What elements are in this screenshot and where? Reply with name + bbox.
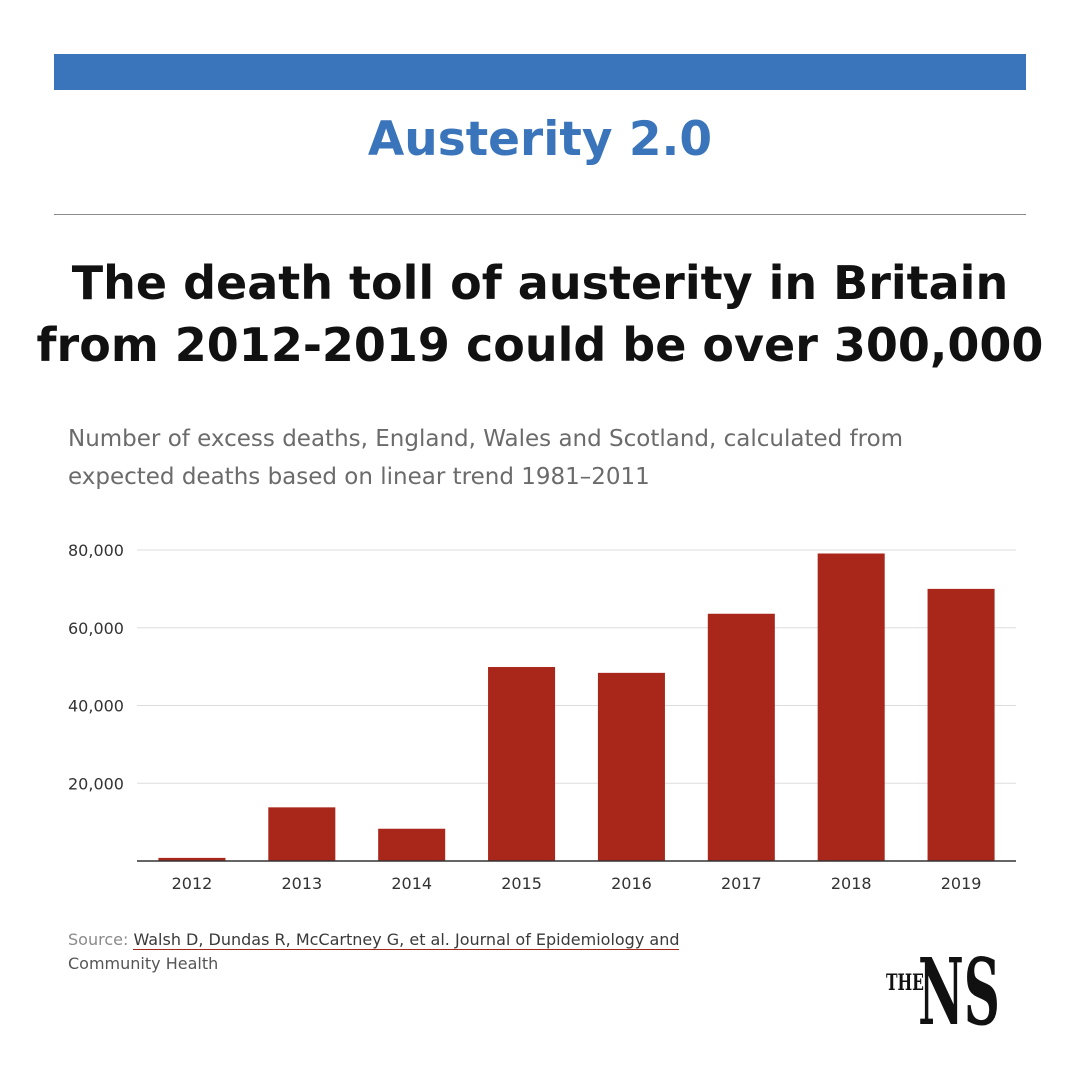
- chart-subtitle-line-2: expected deaths based on linear trend 19…: [68, 464, 650, 490]
- headline-line-2: from 2012-2019 could be over 300,000: [36, 318, 1044, 372]
- bars: [158, 553, 995, 861]
- source-citation-link[interactable]: Walsh D, Dundas R, McCartney G, et al. J…: [133, 930, 680, 950]
- bar-2019: [927, 588, 995, 861]
- new-statesman-logo: THE NS: [886, 938, 1000, 1034]
- bar-2012: [158, 857, 226, 861]
- y-tick-label: 20,000: [68, 774, 124, 793]
- x-tick-label: 2012: [172, 874, 213, 893]
- source-note: Source: Walsh D, Dundas R, McCartney G, …: [68, 928, 828, 976]
- x-tick-label: 2018: [831, 874, 872, 893]
- source-label: Source:: [68, 930, 129, 949]
- headline: The death toll of austerity in Britain f…: [0, 252, 1080, 376]
- x-tick-label: 2017: [721, 874, 762, 893]
- header-divider: [54, 214, 1026, 215]
- chart-subtitle-line-1: Number of excess deaths, England, Wales …: [68, 426, 904, 452]
- logo-ns-text: NS: [918, 938, 1000, 1034]
- logo-the-text: THE: [886, 970, 924, 996]
- bar-2016: [597, 672, 665, 861]
- x-tick-label: 2013: [281, 874, 322, 893]
- axis-labels: 20,000 40,000 60,000 80,000 2012 2013 2014 2015…: [68, 541, 981, 893]
- bar-2014: [378, 828, 446, 861]
- bar-2015: [488, 667, 556, 861]
- chart-subtitle: Number of excess deaths, England, Wales …: [68, 420, 988, 496]
- x-tick-label: 2014: [391, 874, 432, 893]
- y-tick-label: 80,000: [68, 541, 124, 560]
- top-accent-bar: [54, 54, 1026, 90]
- source-citation-line-2: Community Health: [68, 954, 219, 973]
- headline-line-1: The death toll of austerity in Britain: [71, 256, 1009, 310]
- bar-2013: [268, 807, 336, 861]
- bar-chart: 20,000 40,000 60,000 80,000 2012 2013 2014 2015…: [68, 541, 1016, 893]
- y-tick-label: 60,000: [68, 619, 124, 638]
- series-title: Austerity 2.0: [367, 112, 713, 167]
- x-tick-label: 2015: [501, 874, 542, 893]
- x-tick-label: 2019: [941, 874, 982, 893]
- bar-2018: [817, 553, 885, 861]
- x-tick-label: 2016: [611, 874, 652, 893]
- bar-2017: [707, 613, 775, 861]
- y-tick-label: 40,000: [68, 697, 124, 716]
